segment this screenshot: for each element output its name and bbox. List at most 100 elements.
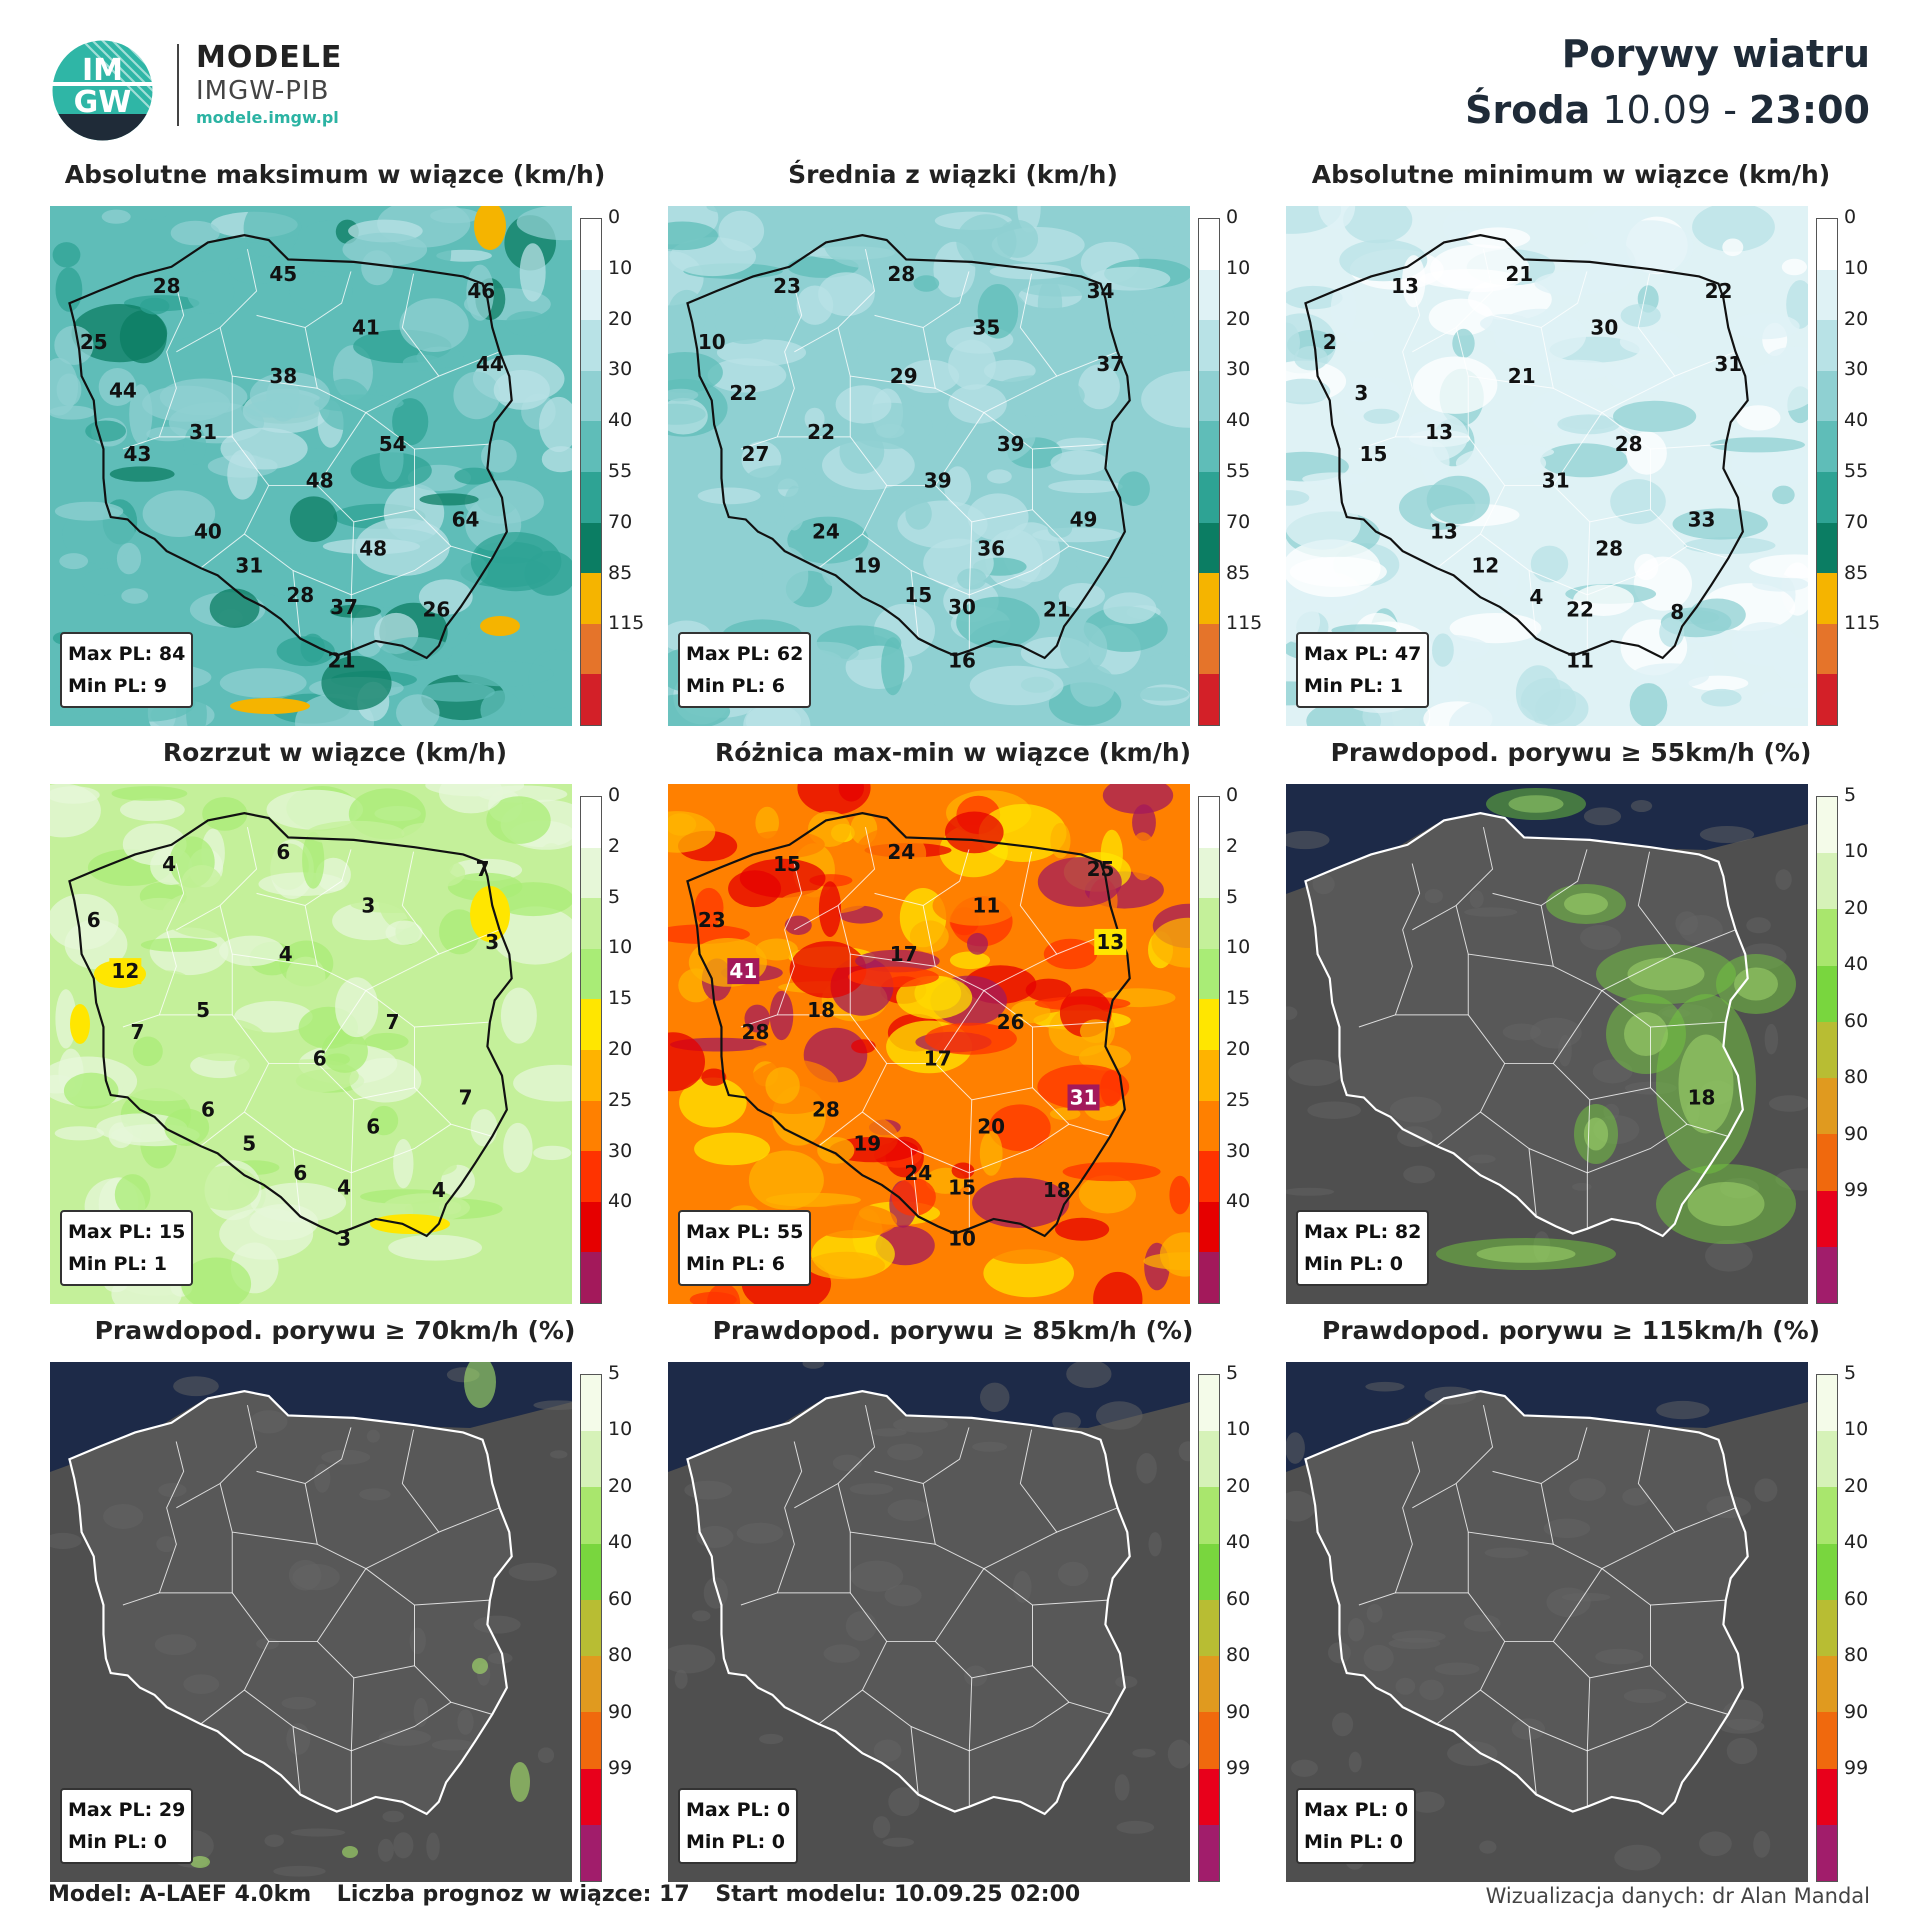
colorbar-tick: 25 xyxy=(1226,1088,1251,1111)
max-min-box: Max PL: 15 Min PL: 1 xyxy=(60,1210,194,1286)
map-prob115[interactable]: Max PL: 0 Min PL: 0 xyxy=(1286,1362,1808,1882)
colorbar-ticks: 0 2 5 10 15 20 25 30 40 xyxy=(1226,784,1272,1304)
poland-border xyxy=(1304,1390,1749,1816)
colorbar-segment xyxy=(581,1252,601,1303)
footer-members: Liczba prognoz w wiązce: 17 xyxy=(336,1882,690,1907)
value-label: 13 xyxy=(1391,274,1419,298)
colorbar-tick: 15 xyxy=(1226,987,1251,1010)
map-spread[interactable]: 6 4 7 6 3 3 12 4 5 7 7 6 7 6 6 5 6 4 4 3 Max PL: 15 Min PL: 1 xyxy=(50,784,572,1304)
value-label: 18 xyxy=(1043,1178,1071,1202)
colorbar-segment xyxy=(1817,1712,1837,1769)
map-range[interactable]: 24 15 25 23 11 13 41 17 18 26 28 17 31 28 20 19 24 15 18 10… xyxy=(668,784,1190,1304)
colorbar-segment xyxy=(1817,1021,1837,1079)
value-label: 37 xyxy=(1096,352,1124,376)
colorbar-tick: 10 xyxy=(1844,840,1869,863)
colorbar-segment xyxy=(581,1431,601,1488)
province-borders xyxy=(1358,819,1736,1229)
colorbar xyxy=(580,1374,602,1882)
min-value: Min PL: 0 xyxy=(1304,1831,1404,1853)
colorbar-segment xyxy=(1817,1487,1837,1544)
map-panel-prob115: Prawdopod. porywu ≥ 115km/h (%) Max PL: 0… xyxy=(1286,1316,1886,1896)
colorbar-segment xyxy=(1199,1712,1219,1769)
poland-border xyxy=(686,234,1131,660)
colorbar xyxy=(1198,1374,1220,1882)
forecast-separator: - xyxy=(1723,88,1737,132)
map-prob85[interactable]: Max PL: 0 Min PL: 0 xyxy=(668,1362,1190,1882)
value-label: 22 xyxy=(1705,279,1733,303)
province-borders xyxy=(740,241,1118,651)
colorbar-tick: 40 xyxy=(1226,409,1251,432)
value-label: 10 xyxy=(948,1226,976,1250)
map-canvas[interactable] xyxy=(668,1362,1190,1882)
colorbar-segment xyxy=(1817,1431,1837,1488)
colorbar-segment xyxy=(1199,1431,1219,1488)
colorbar-tick: 85 xyxy=(1844,561,1869,584)
colorbar-segment xyxy=(1817,1768,1837,1825)
colorbar-tick: 30 xyxy=(608,358,633,381)
map-abs-max[interactable]: 28 45 46 25 41 44 44 38 31 54 43 48 64 40 48 31 28 37 26 21… xyxy=(50,206,572,726)
map-abs-min[interactable]: 21 13 22 2 30 31 3 21 13 28 15 31 33 13 28 12 4 22 8 11 Max … xyxy=(1286,206,1808,726)
colorbar-segment xyxy=(1817,1078,1837,1135)
value-label: 6 xyxy=(313,1047,327,1071)
value-label: 4 xyxy=(337,1175,351,1199)
colorbar-segment xyxy=(1817,853,1837,910)
colorbar-segment xyxy=(1199,1487,1219,1544)
logo-text-top: IM xyxy=(82,53,123,88)
colorbar-segment xyxy=(581,1656,601,1713)
poland-border xyxy=(1304,812,1749,1238)
poland-border xyxy=(68,1390,513,1816)
min-value: Min PL: 0 xyxy=(68,1831,168,1853)
max-value: Max PL: 55 xyxy=(686,1221,804,1243)
colorbar-segment xyxy=(1817,1246,1837,1303)
value-label: 3 xyxy=(337,1226,351,1250)
colorbar-tick: 80 xyxy=(1844,1644,1869,1667)
colorbar-segment xyxy=(581,1824,601,1881)
value-label: 24 xyxy=(812,520,840,544)
min-value: Min PL: 9 xyxy=(68,675,168,697)
colorbar-tick: 60 xyxy=(1226,1587,1251,1610)
value-label: 4 xyxy=(432,1178,446,1202)
colorbar-tick: 20 xyxy=(1226,1474,1251,1497)
map-canvas[interactable]: 24 15 25 23 11 13 41 17 18 26 28 17 31 28 20 19 24 15 18 10 xyxy=(668,784,1190,1304)
forecast-field xyxy=(668,784,1190,1304)
colorbar-tick: 90 xyxy=(1226,1700,1251,1723)
map-canvas[interactable] xyxy=(1286,1362,1808,1882)
colorbar-segment xyxy=(1199,948,1219,1000)
colorbar-tick: 10 xyxy=(1226,1418,1251,1441)
value-label: 19 xyxy=(853,1132,881,1156)
max-min-box: Max PL: 0 Min PL: 0 xyxy=(1296,1788,1417,1864)
value-label: 15 xyxy=(1360,442,1388,466)
map-mean[interactable]: 28 23 34 10 35 37 22 29 22 39 27 39 49 24 36 19 15 30 21 16… xyxy=(668,206,1190,726)
colorbar xyxy=(580,218,602,726)
colorbar-segment xyxy=(1199,1375,1219,1432)
poland-border xyxy=(68,234,513,660)
colorbar-segment xyxy=(1199,1201,1219,1253)
colorbar xyxy=(1198,218,1220,726)
brand-url[interactable]: modele.imgw.pl xyxy=(196,108,339,127)
colorbar-tick: 55 xyxy=(1844,460,1869,482)
forecast-field xyxy=(1286,206,1808,726)
max-min-box: Max PL: 55 Min PL: 6 xyxy=(678,1210,812,1286)
colorbar-tick: 2 xyxy=(1226,834,1239,857)
value-label: 13 xyxy=(1425,420,1453,444)
map-prob55[interactable]: 18 Max PL: 82 Min PL: 0 xyxy=(1286,784,1808,1304)
value-label: 45 xyxy=(269,262,297,286)
value-label: 35 xyxy=(972,316,1000,340)
colorbar-tick: 0 xyxy=(1226,206,1239,228)
value-label: 18 xyxy=(1688,1085,1716,1109)
colorbar-tick: 10 xyxy=(1226,936,1251,959)
min-value: Min PL: 1 xyxy=(68,1253,168,1275)
colorbar-tick: 85 xyxy=(1226,561,1251,584)
colorbar-tick: 25 xyxy=(608,1088,633,1111)
value-label: 34 xyxy=(1087,279,1115,303)
colorbar-segment xyxy=(1199,1599,1219,1657)
colorbar-tick: 40 xyxy=(608,409,633,432)
colorbar-segment xyxy=(581,269,601,321)
map-prob70[interactable]: Max PL: 29 Min PL: 0 xyxy=(50,1362,572,1882)
map-canvas[interactable] xyxy=(50,1362,572,1882)
colorbar-segment xyxy=(581,1768,601,1825)
value-label: 46 xyxy=(467,279,495,303)
value-label: 6 xyxy=(201,1098,215,1122)
max-min-box: Max PL: 47 Min PL: 1 xyxy=(1296,632,1430,708)
value-label: 31 xyxy=(1714,352,1742,376)
